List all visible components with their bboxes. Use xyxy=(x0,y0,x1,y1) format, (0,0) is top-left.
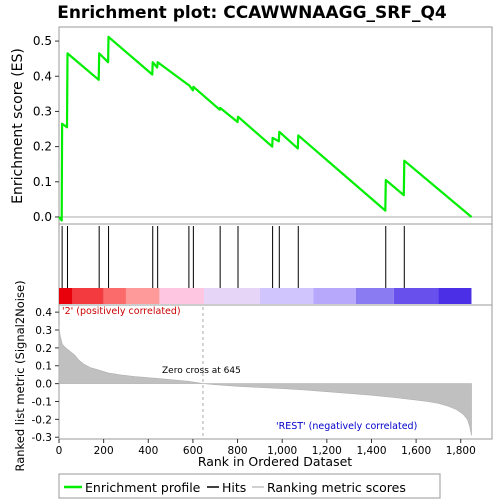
rank-xtick-label: 200 xyxy=(94,445,114,457)
rank-xtick-label: 1,400 xyxy=(356,445,386,457)
color-bar-segment xyxy=(313,288,356,304)
color-bar-segment xyxy=(59,288,73,304)
ranked-list-plot-area: -0.3 -0.2 -0.1 0.0 0.1 0.2 0.3 0.4 0 200 400 600 800… xyxy=(32,307,476,457)
rank-ytick-label: 0.0 xyxy=(35,379,52,391)
legend-label-ranking-metric-scores: Ranking metric scores xyxy=(267,480,406,495)
es-axis-label: Enrichment score (ES) xyxy=(10,48,26,204)
rank-xtick-label: 1,000 xyxy=(267,445,297,457)
color-bar-segment xyxy=(103,288,126,304)
es-ytick-label: 0.3 xyxy=(33,104,52,118)
metric-axis-label: Ranked list metric (Signal2Noise) xyxy=(13,280,27,471)
rank-axis-label: Rank in Ordered Dataset xyxy=(198,454,352,469)
es-ytick-label: 0.2 xyxy=(33,140,52,154)
es-ytick-label: 0.5 xyxy=(33,34,52,48)
color-bar-segment xyxy=(125,288,160,304)
rank-xtick-label: 600 xyxy=(183,445,203,457)
rank-ytick-label: 0.2 xyxy=(35,343,52,355)
color-bar-segment xyxy=(393,288,439,304)
rank-ytick-label: -0.1 xyxy=(32,396,53,408)
negative-correlation-label: 'REST' (negatively correlated) xyxy=(276,421,417,432)
legend: Enrichment profile Hits Ranking metric s… xyxy=(58,473,441,499)
es-ytick-label: 0.1 xyxy=(33,175,52,189)
rank-xtick-label: 1,200 xyxy=(312,445,342,457)
hits-plot-area xyxy=(59,226,472,304)
es-ytick-label: 0.0 xyxy=(33,210,52,224)
color-bar-segment xyxy=(438,288,472,304)
enrichment-plot-area: 0.0 0.1 0.2 0.3 0.4 0.5 xyxy=(33,34,492,224)
enrichment-profile-line xyxy=(58,35,473,222)
rank-xtick-label: 800 xyxy=(228,445,248,457)
zero-cross-label: Zero cross at 645 xyxy=(162,366,241,376)
rank-ytick-label: 0.3 xyxy=(35,325,52,337)
chart-title: Enrichment plot: CCAWWNAAGG_SRF_Q4 xyxy=(57,3,447,23)
rank-xtick-label: 0 xyxy=(56,445,63,457)
rank-ytick-label: -0.3 xyxy=(32,432,53,444)
rank-xtick-label: 1,600 xyxy=(401,445,431,457)
ranking-metric-area xyxy=(58,326,472,436)
legend-label-enrichment-profile: Enrichment profile xyxy=(85,480,201,495)
rank-ytick-label: 0.4 xyxy=(35,307,52,319)
rank-ytick-label: -0.2 xyxy=(32,414,53,426)
color-bar-segment xyxy=(72,288,104,304)
enrichment-panel-frame xyxy=(58,26,493,225)
legend-frame xyxy=(58,473,441,499)
rank-xtick-label: 400 xyxy=(138,445,158,457)
rank-xtick-label: 1,800 xyxy=(446,445,476,457)
positive-correlation-label: '2' (positively correlated) xyxy=(62,306,181,317)
legend-label-hits: Hits xyxy=(222,480,246,495)
rank-ytick-label: 0.1 xyxy=(35,361,52,373)
ranked-list-panel-frame xyxy=(58,304,493,440)
es-ytick-label: 0.4 xyxy=(33,69,52,83)
color-bar-segment xyxy=(159,288,205,304)
color-bar-segment xyxy=(204,288,260,304)
color-bar-segment xyxy=(355,288,394,304)
color-bar-segment xyxy=(259,288,314,304)
